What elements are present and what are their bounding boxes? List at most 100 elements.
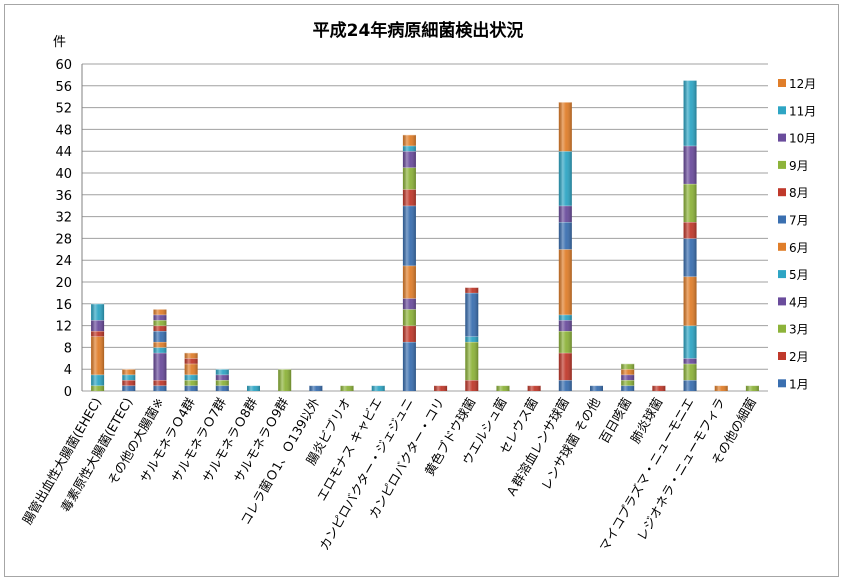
chart-frame — [4, 4, 839, 577]
bar-segment-shade — [652, 385, 666, 391]
legend-label: 10月 — [789, 132, 816, 146]
bar-segment-shade — [184, 374, 198, 381]
legend-swatch — [778, 324, 786, 333]
bar-segment-shade — [683, 358, 697, 364]
legend-label: 1月 — [789, 377, 809, 391]
bar-segment-shade — [465, 341, 479, 381]
legend-swatch — [778, 79, 786, 87]
bar-segment-shade — [91, 303, 105, 321]
bar-segment-shade — [465, 336, 479, 342]
bar-segment-shade — [465, 287, 479, 293]
bar-segment-shade — [683, 238, 697, 277]
bar-segment-shade — [558, 222, 572, 250]
bar-segment-shade — [184, 380, 198, 386]
bar-segment-shade — [496, 385, 510, 391]
bar-segment-shade — [714, 385, 728, 391]
bar-segment-shade — [558, 249, 572, 315]
bar-segment-shade — [745, 385, 759, 391]
y-axis-label: 件 — [53, 35, 66, 50]
bar-segment-shade — [215, 385, 229, 391]
y-tick-label: 52 — [55, 102, 72, 117]
bar-segment-shade — [91, 331, 105, 337]
legend-swatch — [778, 379, 786, 388]
bar-segment-shade — [683, 183, 697, 223]
bar-segment-shade — [621, 374, 635, 381]
bar-segment-shade — [122, 385, 136, 391]
bar-segment-shade — [184, 385, 198, 391]
legend-label: 3月 — [789, 323, 809, 337]
bar-segment-shade — [434, 385, 448, 391]
bar-segment-shade — [683, 363, 697, 381]
bar-segment-shade — [558, 320, 572, 332]
bar-segment-shade — [153, 347, 167, 353]
bar-segment-shade — [465, 292, 479, 337]
legend-swatch — [778, 352, 786, 360]
bar-segment-shade — [402, 151, 416, 168]
bar-segment-shade — [683, 380, 697, 391]
y-tick-label: 20 — [55, 276, 72, 291]
legend-label: 8月 — [789, 186, 809, 200]
bar-segment-shade — [247, 385, 260, 391]
bar-segment-shade — [527, 385, 541, 391]
legend-label: 7月 — [789, 214, 809, 228]
bar-segment-shade — [621, 369, 635, 375]
bar-segment-shade — [402, 189, 416, 206]
y-tick-label: 16 — [55, 298, 72, 313]
bar-segment-shade — [91, 374, 105, 386]
legend-swatch — [778, 133, 786, 142]
bar-segment-shade — [621, 363, 635, 370]
bar-segment-shade — [153, 341, 167, 348]
legend-label: 6月 — [789, 241, 809, 255]
bar-segment-shade — [215, 369, 229, 375]
y-tick-label: 48 — [55, 123, 72, 138]
y-tick-label: 32 — [55, 211, 72, 226]
bar-segment-shade — [153, 352, 167, 381]
y-tick-label: 56 — [55, 80, 72, 95]
bar-segment-shade — [683, 80, 697, 146]
y-tick-label: 24 — [55, 254, 72, 269]
bar-segment-shade — [402, 134, 416, 146]
bar-segment-shade — [153, 380, 167, 386]
legend-swatch — [778, 242, 786, 251]
legend-swatch — [778, 106, 786, 115]
bar-segment-shade — [590, 385, 603, 391]
legend-label: 9月 — [789, 159, 809, 173]
bar-segment-shade — [558, 205, 572, 223]
bar-segment-shade — [402, 309, 416, 326]
bar-segment-shade — [91, 336, 105, 375]
bar-segment-shade — [184, 363, 198, 375]
legend-swatch — [778, 160, 786, 169]
bar-segment-shade — [683, 145, 697, 184]
y-tick-label: 40 — [55, 167, 72, 182]
bar-segment-shade — [153, 325, 167, 332]
bar-segment-shade — [91, 320, 105, 332]
bar-segment-shade — [558, 102, 572, 152]
bar-segment-shade — [402, 145, 416, 152]
y-tick-label: 8 — [64, 341, 72, 356]
legend-label: 5月 — [789, 268, 809, 282]
y-tick-label: 36 — [55, 189, 72, 204]
bar-segment-shade — [91, 385, 105, 391]
bar-segment-shade — [558, 314, 572, 321]
bar-segment-shade — [683, 222, 697, 239]
y-tick-label: 12 — [55, 320, 72, 335]
legend-label: 2月 — [789, 350, 809, 364]
y-tick-label: 0 — [64, 385, 72, 400]
bar-segment-shade — [153, 385, 167, 391]
bar-segment-shade — [683, 276, 697, 326]
bar-segment-shade — [402, 341, 416, 391]
bar-segment-shade — [184, 352, 198, 359]
bar-segment-shade — [402, 298, 416, 310]
bar-segment-shade — [371, 385, 385, 391]
bar-segment-shade — [309, 385, 323, 391]
y-tick-label: 60 — [55, 58, 72, 73]
legend-swatch — [778, 215, 786, 224]
bar-segment-shade — [153, 331, 167, 342]
legend-label: 12月 — [789, 77, 816, 91]
y-tick-label: 28 — [55, 232, 72, 247]
bar-segment-shade — [558, 151, 572, 206]
bar-segment-shade — [558, 352, 572, 381]
y-tick-label: 4 — [64, 363, 72, 378]
bar-segment-shade — [122, 380, 136, 386]
